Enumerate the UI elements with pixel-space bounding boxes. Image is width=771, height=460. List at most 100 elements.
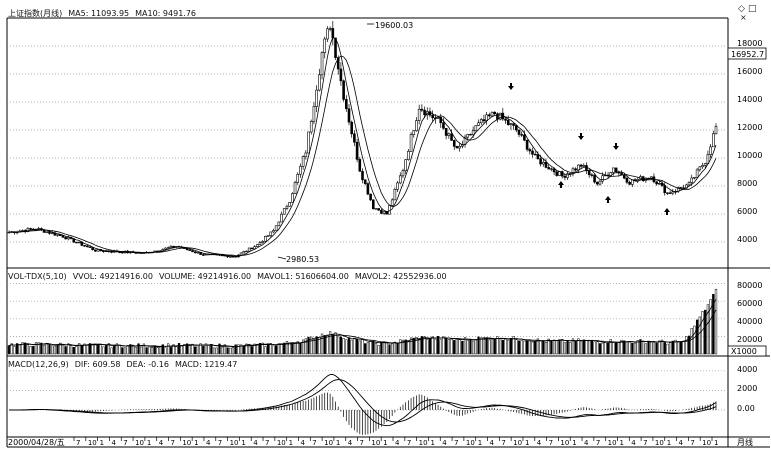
volume-bar — [436, 336, 440, 355]
price-tick-label: 12000 — [737, 123, 762, 132]
x-axis-ticks: 7 10 1 4 7 10 1 4 7 10 1 4 7 10 1 4 7 10 1 4 7 10 1 4 7 10 1 4 7 10 1 4… — [73, 437, 718, 447]
candle-body — [536, 154, 540, 160]
volume-bar — [342, 338, 345, 355]
candle-body — [628, 181, 631, 185]
volume-bar — [277, 343, 280, 355]
volume-bar — [269, 343, 272, 355]
volume-bar — [463, 337, 467, 355]
volume-bar — [501, 340, 504, 355]
candle-body — [590, 174, 594, 176]
period-label: 月线 — [737, 437, 753, 447]
x-axis-tick-label: 4 — [679, 439, 684, 447]
volume-bar — [94, 343, 97, 355]
candle-body — [595, 181, 599, 185]
candle-body — [299, 165, 302, 175]
dif-readout: DIF: 609.58 — [74, 360, 121, 369]
volume-bar — [426, 339, 429, 355]
candle-body — [382, 211, 386, 214]
volume-bar — [593, 341, 596, 355]
diamond-icon[interactable]: ◇ — [738, 4, 745, 14]
candle-body — [7, 231, 11, 234]
candle-body — [496, 113, 499, 120]
x-axis-tick-label: 7 — [454, 439, 458, 447]
volume-bar — [377, 345, 380, 355]
volume-bar — [552, 339, 556, 355]
volume-bar — [512, 336, 515, 355]
candle-body — [442, 122, 445, 129]
volume-bar — [563, 342, 567, 355]
x-axis-tick-label: 10 — [466, 439, 475, 447]
candle-body — [531, 150, 534, 155]
volume-bar — [412, 337, 415, 355]
x-axis-tick-label: 7 — [123, 439, 127, 447]
candle-body — [504, 118, 507, 121]
volume-bar — [523, 340, 526, 355]
volume-bar — [51, 345, 54, 355]
buy-arrow-icon — [605, 196, 611, 203]
volume-bar — [226, 347, 229, 355]
square-icon[interactable]: □ — [748, 4, 757, 14]
volume-bar — [504, 338, 507, 355]
candle-body — [474, 125, 478, 131]
candle-body — [493, 111, 497, 115]
candle-body — [242, 251, 246, 254]
candle-body — [201, 254, 205, 256]
volume-bar — [458, 339, 461, 355]
volume-bar — [466, 339, 469, 355]
candle-body — [247, 247, 251, 252]
volume-bar — [29, 346, 32, 355]
volume-bar — [237, 344, 240, 355]
volume-bar — [485, 337, 488, 355]
volume-bar — [690, 328, 693, 355]
candle-body — [671, 191, 675, 194]
volume-bar — [250, 346, 254, 355]
volume-bar — [471, 340, 475, 355]
candle-body — [614, 167, 618, 173]
volume-bar — [323, 335, 326, 355]
candle-body — [601, 175, 604, 182]
volume-bar — [126, 345, 129, 355]
candle-body — [668, 192, 672, 194]
candle-body — [666, 192, 669, 194]
volume-bar — [382, 341, 386, 355]
candle-body — [417, 108, 421, 121]
candle-body — [693, 177, 696, 179]
candle-body — [280, 213, 283, 223]
volume-bar — [407, 340, 410, 355]
x-axis-tick-label: 1 — [289, 439, 293, 447]
x-axis-tick-label: 4 — [159, 439, 164, 447]
sell-arrow-icon — [508, 83, 514, 90]
volume-header: VOL-TDX(5,10) VVOL: 49214916.00 VOLUME: 49… — [8, 272, 453, 281]
x-axis-tick-label: 10 — [135, 439, 144, 447]
candle-body — [552, 168, 556, 173]
candle-body — [272, 230, 275, 233]
volume-bar — [496, 336, 499, 355]
candle-body — [374, 208, 378, 210]
x-axis-tick-label: 1 — [478, 439, 482, 447]
volume-bar — [401, 339, 405, 355]
volume-bar — [677, 341, 680, 355]
x-axis-tick-label: 4 — [442, 439, 447, 447]
close-icon[interactable]: × — [740, 13, 747, 22]
volume-bar — [420, 336, 424, 355]
candle-body — [506, 119, 510, 125]
volume-bar — [431, 336, 434, 355]
volume-bar — [682, 340, 685, 355]
price-tick-label: 6000 — [737, 207, 757, 216]
x-axis-tick-label: 1 — [525, 439, 529, 447]
volume-bar — [663, 342, 666, 355]
x-axis-tick-label: 7 — [407, 439, 411, 447]
volume-bar — [15, 343, 19, 355]
candle-body — [250, 247, 254, 250]
candle-body — [439, 117, 443, 124]
volume-bar — [388, 344, 391, 355]
candle-body — [587, 170, 591, 176]
candle-body — [655, 181, 658, 185]
x-axis-tick-label: 7 — [549, 439, 553, 447]
x-axis-tick-label: 4 — [584, 439, 589, 447]
volume-bar — [10, 343, 13, 355]
candle-body — [452, 140, 456, 147]
buy-arrow-icon — [558, 181, 564, 188]
candle-body — [328, 28, 332, 30]
volume-bar — [283, 342, 286, 355]
